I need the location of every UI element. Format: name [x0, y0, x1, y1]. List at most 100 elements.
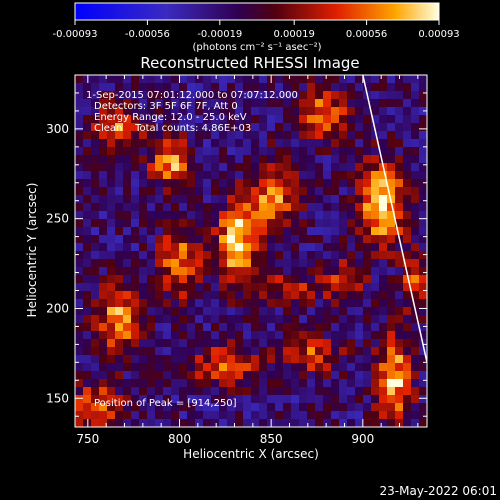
heatmap-cell [251, 155, 260, 164]
heatmap-cell [411, 363, 420, 372]
heatmap-cell [139, 211, 148, 220]
heatmap-cell [187, 251, 196, 260]
heatmap-cell [307, 347, 316, 356]
heatmap-cell [395, 323, 404, 332]
heatmap-cell [171, 195, 180, 204]
heatmap-cell [259, 267, 268, 276]
heatmap-cell [419, 315, 427, 324]
heatmap-cell [411, 91, 420, 100]
heatmap-cell [235, 339, 244, 348]
heatmap-cell [243, 139, 252, 148]
heatmap-cell [83, 363, 92, 372]
heatmap-cell [259, 235, 268, 244]
heatmap-cell [219, 411, 228, 420]
heatmap-cell [411, 107, 420, 116]
heatmap-cell [299, 75, 308, 84]
heatmap-cell [347, 75, 356, 84]
heatmap-cell [403, 187, 412, 196]
heatmap-cell [363, 339, 372, 348]
heatmap-cell [299, 155, 308, 164]
heatmap-cell [147, 219, 156, 228]
heatmap-cell [179, 347, 188, 356]
heatmap-cell [251, 227, 260, 236]
heatmap-cell [195, 139, 204, 148]
heatmap-cell [419, 123, 427, 132]
heatmap-cell [91, 275, 100, 284]
heatmap-cell [227, 123, 236, 132]
heatmap-cell [155, 339, 164, 348]
heatmap-cell [195, 355, 204, 364]
heatmap-cell [115, 107, 124, 116]
heatmap-cell [323, 371, 332, 380]
heatmap-cell [259, 171, 268, 180]
heatmap-cell [91, 91, 100, 100]
heatmap-cell [139, 323, 148, 332]
heatmap-cell [131, 363, 140, 372]
heatmap-cell [387, 291, 396, 300]
heatmap-cell [227, 203, 236, 212]
heatmap-cell [203, 339, 212, 348]
heatmap-cell [339, 331, 348, 340]
heatmap-cell [355, 139, 364, 148]
heatmap-cell [283, 347, 292, 356]
heatmap-cell [163, 403, 172, 412]
heatmap-cell [107, 227, 116, 236]
heatmap-cell [339, 267, 348, 276]
heatmap-cell [315, 123, 324, 132]
heatmap-cell [379, 171, 388, 180]
heatmap-cell [251, 195, 260, 204]
heatmap-cell [267, 203, 276, 212]
heatmap-cell [163, 363, 172, 372]
heatmap-cell [83, 107, 92, 116]
heatmap-cell [251, 91, 260, 100]
heatmap-cell [179, 387, 188, 396]
heatmap-cell [179, 363, 188, 372]
heatmap-cell [299, 195, 308, 204]
heatmap-cell [147, 187, 156, 196]
heatmap-cell [243, 155, 252, 164]
heatmap-cell [419, 355, 427, 364]
heatmap-cell [419, 203, 427, 212]
heatmap-cell [187, 299, 196, 308]
heatmap-cell [171, 291, 180, 300]
heatmap-cell [363, 203, 372, 212]
heatmap-cell [355, 259, 364, 268]
heatmap-cell [99, 403, 108, 412]
heatmap-cell [291, 291, 300, 300]
heatmap-cell [355, 267, 364, 276]
heatmap-cell [179, 283, 188, 292]
heatmap-cell [211, 235, 220, 244]
heatmap-cell [379, 315, 388, 324]
heatmap-cell [259, 243, 268, 252]
heatmap-cell [115, 171, 124, 180]
heatmap-cell [371, 339, 380, 348]
heatmap-cell [171, 227, 180, 236]
heatmap-cell [195, 187, 204, 196]
heatmap-cell [307, 355, 316, 364]
heatmap-cell [395, 251, 404, 260]
heatmap-cell [99, 107, 108, 116]
heatmap-cell [331, 203, 340, 212]
heatmap-cell [219, 251, 228, 260]
heatmap-cell [171, 355, 180, 364]
heatmap-cell [115, 83, 124, 92]
heatmap-cell [411, 379, 420, 388]
heatmap-cell [403, 163, 412, 172]
heatmap-cell [307, 387, 316, 396]
heatmap-cell [179, 195, 188, 204]
heatmap-cell [347, 131, 356, 140]
heatmap-cell [291, 131, 300, 140]
heatmap-cell [307, 259, 316, 268]
heatmap-cell [235, 315, 244, 324]
heatmap-cell [115, 115, 124, 124]
heatmap-cell [211, 331, 220, 340]
heatmap-cell [291, 107, 300, 116]
heatmap-cell [99, 299, 108, 308]
heatmap-cell [323, 179, 332, 188]
heatmap-cell [251, 403, 260, 412]
heatmap-cell [299, 91, 308, 100]
heatmap-cell [299, 83, 308, 92]
heatmap-cell [339, 299, 348, 308]
heatmap-cells [75, 75, 427, 427]
heatmap-cell [83, 259, 92, 268]
